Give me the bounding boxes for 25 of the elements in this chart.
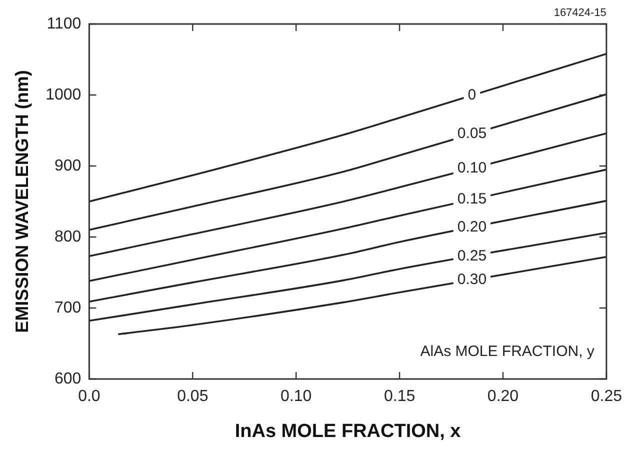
y-tick-label: 900 xyxy=(54,157,82,174)
y-tick-label: 1000 xyxy=(46,86,82,104)
series-label: 0.10 xyxy=(457,160,487,177)
y-tick-label: 800 xyxy=(54,228,82,246)
y-tick-label: 1100 xyxy=(46,15,82,32)
series-label: 0.15 xyxy=(457,190,487,208)
x-tick-label: 0.0 xyxy=(78,388,100,406)
x-tick-label: 0.15 xyxy=(384,388,416,406)
y-tick-label: 700 xyxy=(54,299,82,316)
series-label: 0.30 xyxy=(457,271,487,288)
series-label: 0 xyxy=(468,86,476,104)
x-axis-title: InAs MOLE FRACTION, x xyxy=(234,420,462,442)
line-series xyxy=(89,232,606,322)
y-tick-label: 600 xyxy=(54,370,82,388)
series-label: 0.20 xyxy=(457,218,487,236)
legend-title: AlAs MOLE FRACTION, y xyxy=(420,343,595,360)
x-tick-label: 0.05 xyxy=(177,388,208,406)
series-label: 0.25 xyxy=(457,247,487,264)
x-tick-label: 0.20 xyxy=(487,388,519,406)
y-axis-title: EMISSION WAVELENGTH (nm) xyxy=(12,70,32,333)
x-tick-label: 0.10 xyxy=(280,388,312,406)
series-label: 0.05 xyxy=(457,125,487,142)
x-tick-label: 0.25 xyxy=(590,388,622,406)
line-series xyxy=(89,52,606,202)
text: 167424-15 xyxy=(554,7,606,19)
